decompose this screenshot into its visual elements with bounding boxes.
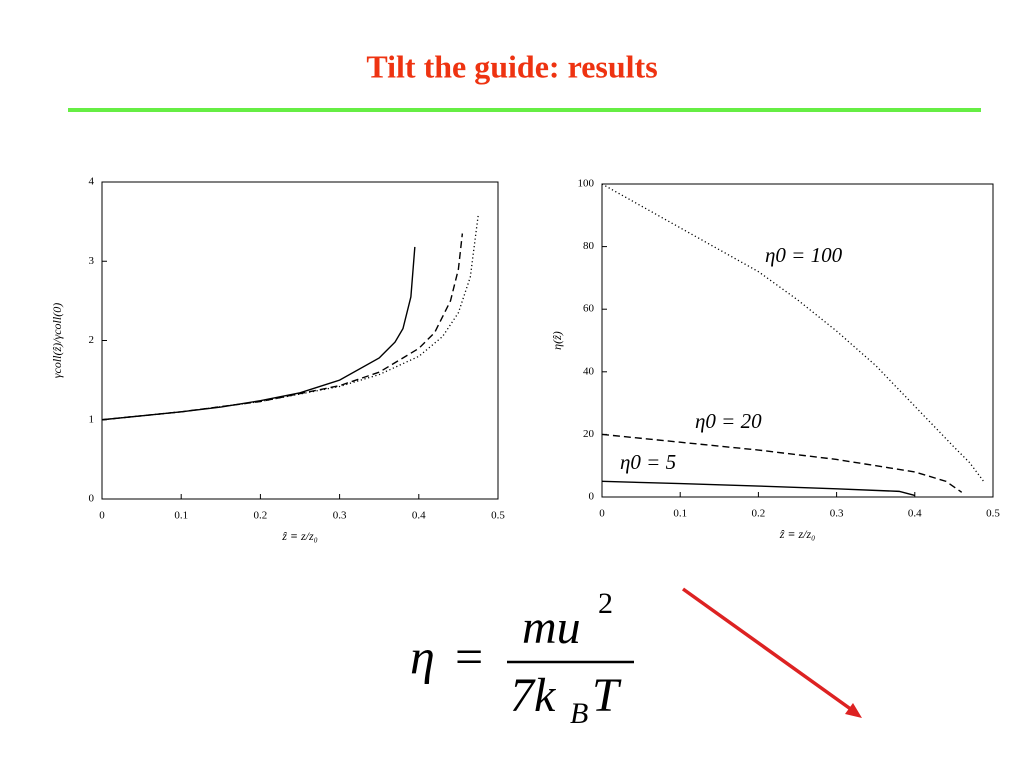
x-tick-label: 0.4 xyxy=(412,510,426,522)
formula: η = mu 2 7k B T xyxy=(410,587,634,730)
formula-sup: 2 xyxy=(598,587,613,620)
formula-eq: = xyxy=(455,628,483,684)
formula-den: 7k xyxy=(510,669,557,722)
y-tick-label: 80 xyxy=(583,240,595,252)
y-tick-label: 100 xyxy=(578,178,595,190)
x-tick-label: 0.3 xyxy=(333,510,347,522)
formula-lhs: η xyxy=(410,628,435,684)
series-line xyxy=(101,246,416,421)
plot-frame xyxy=(601,183,994,498)
x-tick-label: 0.1 xyxy=(673,508,687,520)
formula-num: mu xyxy=(522,601,581,654)
x-tick-label: 0.2 xyxy=(254,510,268,522)
x-axis-label: ẑ ≡ z/z₀ xyxy=(779,527,816,541)
y-tick-label: 3 xyxy=(89,255,95,267)
y-tick-label: 20 xyxy=(583,428,595,440)
x-tick-label: 0.3 xyxy=(830,508,844,520)
series-line xyxy=(101,233,464,421)
y-tick-label: 1 xyxy=(89,413,95,425)
formula-sub: B xyxy=(570,697,588,730)
x-tick-label: 0 xyxy=(599,508,605,520)
y-tick-label: 4 xyxy=(89,176,95,188)
y-tick-label: 60 xyxy=(583,303,595,315)
y-axis-label: γcoll(ẑ)/γcoll(0) xyxy=(50,303,64,378)
formula-den: T xyxy=(592,669,622,722)
series-line xyxy=(601,480,915,497)
series-line xyxy=(601,433,963,493)
series-label: η0 = 20 xyxy=(695,409,762,433)
x-tick-label: 0 xyxy=(99,510,105,522)
x-tick-label: 0.1 xyxy=(174,510,188,522)
series-line xyxy=(101,215,479,421)
x-tick-label: 0.2 xyxy=(752,508,766,520)
x-axis-label: ẑ ≡ z/z₀ xyxy=(281,529,318,543)
chart: 0 0.1 0.2 0.3 0.4 0.5 0 20 40 60 80 100 ẑ ≡ z/z₀ η(ẑ)… xyxy=(550,178,1001,541)
series-line xyxy=(601,183,985,482)
arrow xyxy=(681,587,862,718)
x-tick-label: 0.5 xyxy=(491,510,505,522)
y-tick-label: 40 xyxy=(583,365,595,377)
x-tick-label: 0.5 xyxy=(986,508,1000,520)
chart: 0 0.1 0.2 0.3 0.4 0.5 0 1 2 3 4 ẑ ≡ z/z₀ γcoll(ẑ)/γc… xyxy=(50,176,506,543)
y-tick-label: 0 xyxy=(589,491,595,503)
series-label: η0 = 5 xyxy=(620,450,676,474)
y-tick-label: 2 xyxy=(89,334,95,346)
series-label: η0 = 100 xyxy=(765,243,843,267)
slide-title: Tilt the guide: results xyxy=(366,48,657,84)
x-tick-label: 0.4 xyxy=(908,508,922,520)
y-tick-label: 0 xyxy=(89,493,95,505)
y-axis-label: η(ẑ) xyxy=(550,331,564,350)
